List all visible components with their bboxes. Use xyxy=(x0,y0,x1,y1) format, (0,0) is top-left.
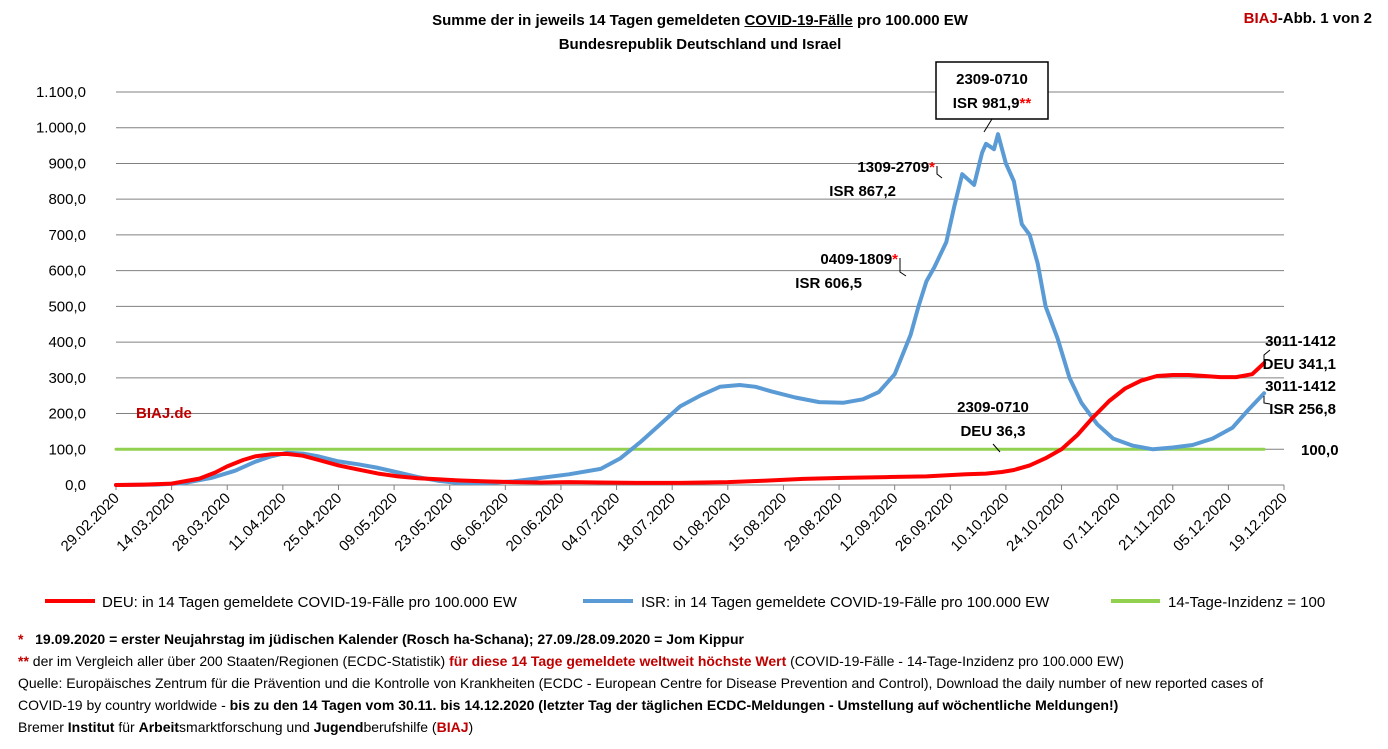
publisher-line: Bremer Institut für Arbeitsmarktforschun… xyxy=(18,716,1378,738)
source-line-2: COVID-19 by country worldwide - bis zu d… xyxy=(18,694,1378,716)
annotations: 2309-0710 ISR 981,9** 1309-2709* ISR 867,2 0… xyxy=(136,61,1339,459)
y-tick-label: 0,0 xyxy=(65,477,86,494)
isr-peak-annotation-line2: ISR 981,9** xyxy=(953,95,1032,112)
leader-line xyxy=(899,258,907,277)
isr-1309-annotation-line1: 1309-2709* xyxy=(857,159,935,176)
x-tick-label: 06.06.2020 xyxy=(447,490,512,555)
isr-peak-annotation-line1: 2309-0710 xyxy=(956,71,1028,88)
x-tick-label: 10.10.2020 xyxy=(948,490,1013,555)
y-tick-label: 800,0 xyxy=(48,191,86,208)
legend-isr-label: ISR: in 14 Tagen gemeldete COVID-19-Fäll… xyxy=(641,594,1050,611)
footnote-star: * 19.09.2020 = erster Neujahrstag im jüd… xyxy=(18,628,1378,650)
figure-label-rest: -Abb. 1 von 2 xyxy=(1277,10,1372,27)
x-tick-label: 15.08.2020 xyxy=(725,490,790,555)
x-tick-label: 25.04.2020 xyxy=(280,490,345,555)
isr-peak-annotation-box xyxy=(935,61,1049,120)
x-tick-label: 29.08.2020 xyxy=(781,490,846,555)
chart-title: Summe der in jeweils 14 Tagen gemeldeten… xyxy=(300,12,1100,29)
footnotes: * 19.09.2020 = erster Neujahrstag im jüd… xyxy=(18,628,1378,738)
source-line-2-text-a: COVID-19 by country worldwide - xyxy=(18,697,230,713)
legend-deu-label: DEU: in 14 Tagen gemeldete COVID-19-Fäll… xyxy=(102,594,518,611)
y-tick-label: 400,0 xyxy=(48,334,86,351)
publisher-p5: smarktforschung und xyxy=(179,719,314,735)
x-tick-label: 09.05.2020 xyxy=(336,490,401,555)
publisher-p8: BIAJ xyxy=(436,719,469,735)
x-tick-label: 19.12.2020 xyxy=(1226,490,1291,555)
x-tick-label: 11.04.2020 xyxy=(225,490,289,554)
title-text-underlined: COVID-19-Fälle xyxy=(744,12,853,29)
footnote-double-star-marker: ** xyxy=(18,653,29,669)
isr-0409-annotation-line2: ISR 606,5 xyxy=(795,275,862,292)
footnote-double-star-text-a: der im Vergleich aller über 200 Staaten/… xyxy=(28,653,450,669)
series-lines xyxy=(114,132,1267,487)
publisher-p9: ) xyxy=(468,719,474,735)
legend: DEU: in 14 Tagen gemeldete COVID-19-Fäll… xyxy=(45,594,1325,611)
y-tick-label: 1.000,0 xyxy=(36,120,86,137)
isr-1309-annotation-line2: ISR 867,2 xyxy=(829,183,896,200)
biaj-watermark: BIAJ.de xyxy=(136,405,192,422)
footnote-star-text: 19.09.2020 = erster Neujahrstag im jüdis… xyxy=(35,631,744,647)
footnote-star-marker: * xyxy=(18,631,24,647)
x-tick-label: 07.11.2020 xyxy=(1060,490,1124,554)
x-tick-label: 26.09.2020 xyxy=(892,490,957,555)
footnote-double-star-text-b: für diese 14 Tage gemeldete weltweit höc… xyxy=(449,653,787,669)
y-tick-label: 900,0 xyxy=(48,155,86,172)
x-tick-label: 18.07.2020 xyxy=(614,490,679,555)
deu-series-line xyxy=(114,361,1267,487)
x-tick-label: 12.09.2020 xyxy=(836,490,901,555)
x-tick-label: 20.06.2020 xyxy=(503,490,568,555)
x-tick-label: 14.03.2020 xyxy=(113,490,178,555)
x-tick-label: 21.11.2020 xyxy=(1115,490,1179,554)
title-text-post: pro 100.000 EW xyxy=(852,12,968,29)
isr-end-annotation-line2: ISR 256,8 xyxy=(1269,401,1336,418)
y-tick-label: 500,0 xyxy=(48,298,86,315)
chart-subtitle: Bundesrepublik Deutschland und Israel xyxy=(558,36,842,53)
deu-2309-annotation-line1: 2309-0710 xyxy=(957,399,1029,416)
figure-label: BIAJ-Abb. 1 von 2 xyxy=(1244,10,1372,27)
x-tick-label: 28.03.2020 xyxy=(169,490,234,555)
x-tick-label: 04.07.2020 xyxy=(558,490,623,555)
y-axis-tick-labels: 0,0 100,0 200,0 300,0 400,0 500,0 600,0 700,0 80… xyxy=(36,84,86,494)
x-tick-label: 29.02.2020 xyxy=(58,490,123,555)
deu-2309-annotation-line2: DEU 36,3 xyxy=(960,423,1025,440)
leader-line xyxy=(983,118,993,133)
x-axis: 29.02.202014.03.202028.03.202011.04.2020… xyxy=(58,484,1291,555)
y-tick-label: 1.100,0 xyxy=(36,84,86,101)
footnote-double-star-text-c: (COVID-19-Fälle - 14-Tage-Inzidenz pro 1… xyxy=(786,653,1124,669)
source-line: Quelle: Europäisches Zentrum für die Prä… xyxy=(18,675,1264,691)
x-tick-label: 23.05.2020 xyxy=(391,490,456,555)
x-tick-label: 05.12.2020 xyxy=(1170,490,1235,555)
leader-line xyxy=(992,443,1001,453)
source-line-2-text-b: bis zu den 14 Tagen vom 30.11. bis 14.12… xyxy=(229,697,1119,713)
reference-100-annotation-line1: 100,0 xyxy=(1301,442,1339,459)
x-tick-label: 01.08.2020 xyxy=(670,490,735,555)
y-tick-label: 700,0 xyxy=(48,227,86,244)
title-text-pre: Summe der in jeweils 14 Tagen gemeldeten xyxy=(432,12,745,29)
leader-line xyxy=(936,166,943,179)
publisher-p6: Jugend xyxy=(313,719,364,735)
deu-end-annotation-line2: DEU 341,1 xyxy=(1263,356,1336,373)
x-tick-label: 24.10.2020 xyxy=(1003,490,1068,555)
leader-line xyxy=(1263,396,1271,405)
isr-0409-annotation-line1: 0409-1809* xyxy=(820,251,898,268)
isr-series-line xyxy=(114,132,1267,487)
leader-line xyxy=(1263,349,1271,364)
y-tick-label: 200,0 xyxy=(48,406,86,423)
publisher-p3: für xyxy=(114,719,139,735)
publisher-p7: berufshilfe ( xyxy=(363,719,437,735)
legend-reference-label: 14-Tage-Inzidenz = 100 xyxy=(1168,594,1325,611)
y-tick-label: 100,0 xyxy=(48,441,86,458)
publisher-p2: Institut xyxy=(67,719,115,735)
isr-end-annotation-line1: 3011-1412 xyxy=(1265,378,1336,395)
deu-end-annotation-line1: 3011-1412 xyxy=(1265,333,1336,350)
figure-label-brand: BIAJ xyxy=(1243,10,1278,27)
publisher-p1: Bremer xyxy=(18,719,68,735)
footnote-double-star: ** der im Vergleich aller über 200 Staat… xyxy=(18,650,1378,672)
y-tick-label: 300,0 xyxy=(48,370,86,387)
y-tick-label: 600,0 xyxy=(48,263,86,280)
publisher-p4: Arbeit xyxy=(138,719,180,735)
